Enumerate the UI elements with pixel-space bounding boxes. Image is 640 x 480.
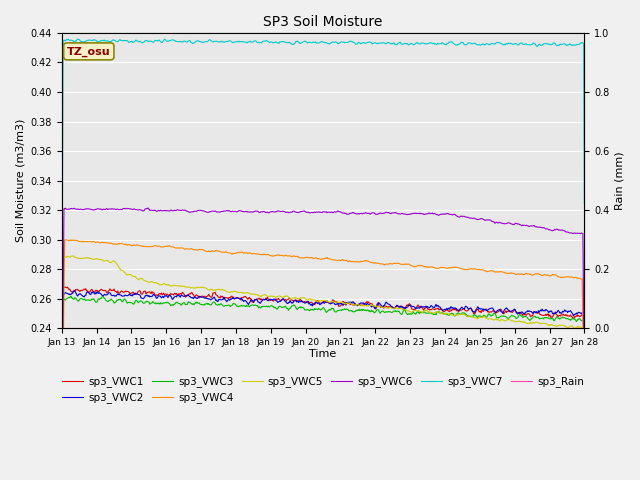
Line: sp3_VWC3: sp3_VWC3 bbox=[62, 296, 584, 480]
sp3_VWC7 bbox=[122, 37, 129, 43]
Text: TZ_osu: TZ_osu bbox=[67, 46, 111, 57]
sp3_VWC4 bbox=[67, 237, 74, 243]
X-axis label: Time: Time bbox=[309, 348, 337, 359]
sp3_VWC4 bbox=[58, 458, 66, 464]
sp3_VWC4 bbox=[175, 245, 182, 251]
sp3_Rain bbox=[174, 325, 182, 331]
sp3_VWC7 bbox=[580, 201, 588, 207]
sp3_VWC2 bbox=[122, 292, 129, 298]
sp3_VWC7 bbox=[403, 41, 410, 47]
sp3_VWC5 bbox=[122, 271, 129, 276]
sp3_VWC6 bbox=[175, 207, 182, 213]
sp3_VWC6 bbox=[58, 443, 66, 449]
sp3_VWC4 bbox=[403, 261, 410, 267]
sp3_VWC6 bbox=[403, 212, 410, 217]
sp3_Rain bbox=[202, 325, 209, 331]
Title: SP3 Soil Moisture: SP3 Soil Moisture bbox=[264, 15, 383, 29]
sp3_VWC7 bbox=[74, 36, 82, 42]
sp3_VWC2 bbox=[67, 291, 75, 297]
sp3_VWC1 bbox=[68, 289, 76, 295]
sp3_VWC4 bbox=[580, 428, 588, 433]
sp3_VWC1 bbox=[403, 303, 410, 309]
sp3_Rain bbox=[67, 325, 75, 331]
sp3_VWC1 bbox=[175, 291, 182, 297]
sp3_VWC3 bbox=[403, 310, 410, 316]
sp3_VWC4 bbox=[387, 261, 395, 266]
Line: sp3_VWC5: sp3_VWC5 bbox=[62, 256, 584, 470]
sp3_VWC3 bbox=[387, 309, 395, 315]
sp3_VWC5 bbox=[403, 307, 410, 312]
sp3_VWC7 bbox=[175, 39, 182, 45]
sp3_VWC7 bbox=[203, 39, 211, 45]
sp3_Rain bbox=[402, 325, 410, 331]
Line: sp3_VWC2: sp3_VWC2 bbox=[62, 291, 584, 480]
sp3_VWC6 bbox=[67, 205, 75, 211]
Line: sp3_VWC1: sp3_VWC1 bbox=[62, 287, 584, 480]
sp3_Rain bbox=[121, 325, 129, 331]
sp3_VWC1 bbox=[60, 284, 67, 290]
sp3_VWC4 bbox=[122, 241, 129, 247]
Line: sp3_VWC6: sp3_VWC6 bbox=[62, 208, 584, 446]
sp3_VWC1 bbox=[203, 294, 211, 300]
sp3_VWC4 bbox=[203, 249, 211, 254]
sp3_VWC1 bbox=[580, 406, 588, 411]
sp3_VWC3 bbox=[175, 300, 182, 306]
sp3_VWC3 bbox=[122, 298, 129, 303]
sp3_VWC5 bbox=[67, 253, 75, 259]
sp3_VWC3 bbox=[68, 296, 76, 301]
Line: sp3_VWC7: sp3_VWC7 bbox=[62, 39, 584, 361]
sp3_VWC5 bbox=[69, 253, 77, 259]
sp3_VWC6 bbox=[145, 205, 152, 211]
sp3_VWC3 bbox=[203, 301, 211, 307]
Legend: sp3_VWC1, sp3_VWC2, sp3_VWC3, sp3_VWC4, sp3_VWC5, sp3_VWC6, sp3_VWC7, sp3_Rain: sp3_VWC1, sp3_VWC2, sp3_VWC3, sp3_VWC4, … bbox=[58, 372, 588, 408]
sp3_VWC1 bbox=[122, 288, 129, 294]
sp3_Rain bbox=[58, 325, 66, 331]
Y-axis label: Soil Moisture (m3/m3): Soil Moisture (m3/m3) bbox=[15, 119, 25, 242]
sp3_VWC3 bbox=[580, 407, 588, 412]
sp3_VWC2 bbox=[203, 295, 211, 301]
Line: sp3_VWC4: sp3_VWC4 bbox=[62, 240, 584, 461]
sp3_VWC6 bbox=[203, 209, 211, 215]
sp3_Rain bbox=[387, 325, 394, 331]
sp3_VWC7 bbox=[58, 359, 66, 364]
sp3_VWC2 bbox=[403, 305, 410, 311]
sp3_VWC2 bbox=[387, 303, 395, 309]
sp3_VWC4 bbox=[68, 238, 76, 243]
Y-axis label: Rain (mm): Rain (mm) bbox=[615, 151, 625, 210]
sp3_VWC5 bbox=[203, 286, 211, 291]
sp3_VWC5 bbox=[175, 283, 182, 288]
sp3_VWC5 bbox=[387, 305, 395, 311]
sp3_VWC2 bbox=[175, 293, 182, 299]
sp3_VWC6 bbox=[387, 211, 395, 216]
sp3_VWC2 bbox=[71, 288, 79, 294]
sp3_VWC6 bbox=[121, 206, 129, 212]
sp3_VWC5 bbox=[58, 425, 66, 431]
sp3_VWC7 bbox=[387, 41, 395, 47]
sp3_VWC7 bbox=[67, 37, 75, 43]
sp3_VWC2 bbox=[580, 401, 588, 407]
sp3_VWC5 bbox=[580, 467, 588, 473]
sp3_VWC6 bbox=[580, 381, 588, 386]
sp3_VWC3 bbox=[67, 293, 75, 299]
sp3_Rain bbox=[580, 325, 588, 331]
sp3_VWC1 bbox=[387, 303, 395, 309]
